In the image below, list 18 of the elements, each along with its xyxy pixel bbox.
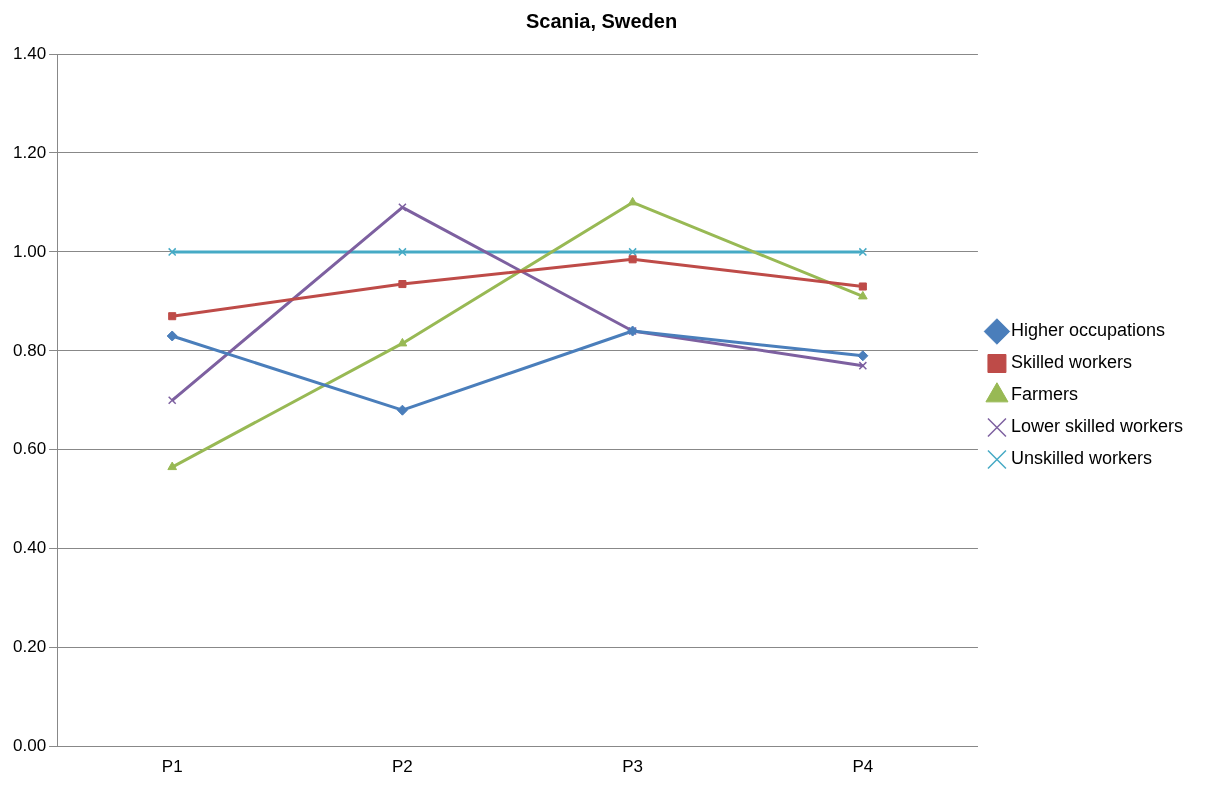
legend-label: Unskilled workers [1010, 448, 1152, 469]
x-tick-label: P2 [392, 757, 413, 777]
y-tick-label: 1.20 [12, 142, 47, 162]
legend-label: Farmers [1010, 384, 1078, 405]
x-tick-label: P1 [161, 757, 183, 777]
chart-title: Scania, Sweden [525, 9, 678, 32]
x-tick-label: P4 [852, 757, 874, 777]
legend-label: Lower skilled workers [1010, 416, 1184, 437]
y-tick-label: 0.60 [12, 439, 47, 459]
y-tick-label: 0.40 [12, 538, 47, 558]
x-tick-label: P3 [622, 757, 644, 777]
y-tick-label: 0.00 [12, 736, 47, 756]
y-tick-label: 0.20 [12, 637, 47, 657]
legend-label: Higher occupations [1010, 320, 1166, 341]
y-tick-label: 1.40 [12, 43, 47, 63]
y-tick-label: 0.80 [12, 340, 47, 360]
legend-label: Skilled workers [1010, 352, 1132, 373]
y-tick-label: 1.00 [12, 241, 47, 261]
